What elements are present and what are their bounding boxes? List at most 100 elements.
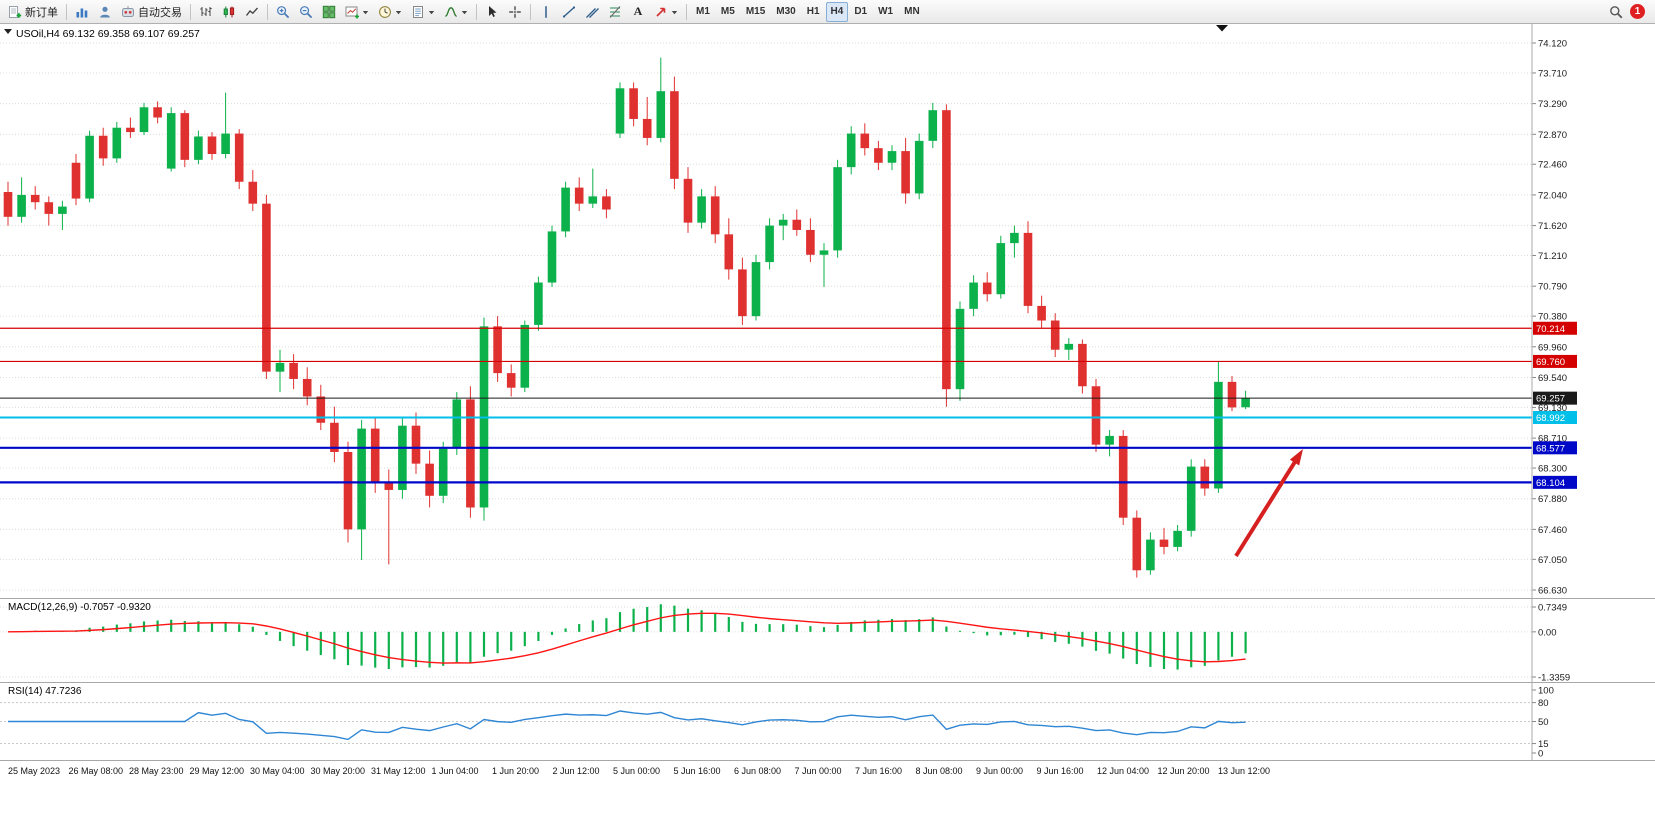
autotrading-button[interactable]: 自动交易 xyxy=(117,2,186,22)
macd-panel: 0.7349 0.00 -1.3359 MACD(12,26,9) -0.7057 -… xyxy=(0,602,1570,684)
search-button[interactable] xyxy=(1605,2,1627,22)
symbol-dropdown-icon[interactable] xyxy=(4,29,12,34)
channel-button[interactable] xyxy=(581,2,603,22)
svg-text:72.870: 72.870 xyxy=(1538,130,1567,141)
candle xyxy=(71,162,81,199)
crosshair-button[interactable] xyxy=(504,2,526,22)
price-tag xyxy=(1533,441,1577,455)
indicators-button[interactable] xyxy=(440,2,472,22)
toolbar-separator xyxy=(476,3,477,20)
tile-windows-icon xyxy=(322,5,336,18)
svg-text:69.540: 69.540 xyxy=(1538,373,1567,384)
candle xyxy=(1186,466,1196,531)
candle xyxy=(166,113,176,169)
svg-text:69.257: 69.257 xyxy=(1536,394,1565,405)
new-order-button[interactable]: 新订单 xyxy=(4,2,62,22)
candle xyxy=(683,178,693,223)
time-axis-label: 13 Jun 12:00 xyxy=(1218,766,1270,776)
arrows-button[interactable] xyxy=(650,2,682,22)
autotrading-label: 自动交易 xyxy=(138,6,182,19)
candle xyxy=(248,181,258,204)
candle xyxy=(1173,530,1182,547)
zoom-in-icon xyxy=(277,5,290,18)
vertical-line-button[interactable] xyxy=(535,2,557,22)
time-axis-label: 6 Jun 08:00 xyxy=(734,766,781,776)
autoscroll-marker-icon[interactable] xyxy=(1216,25,1228,32)
candle xyxy=(574,187,584,204)
chevron-down-icon xyxy=(671,10,678,14)
price-tag xyxy=(1533,354,1577,368)
template-icon xyxy=(413,5,423,18)
svg-text:73.710: 73.710 xyxy=(1538,68,1567,79)
trend-arrow[interactable] xyxy=(1234,449,1303,558)
time-axis-label: 12 Jun 04:00 xyxy=(1097,766,1149,776)
navigator-button[interactable] xyxy=(94,2,116,22)
candle xyxy=(1200,466,1210,489)
rsi-line xyxy=(8,710,1246,741)
arrow-object-icon xyxy=(656,7,666,17)
svg-text:68.300: 68.300 xyxy=(1538,464,1567,475)
timeframe-button-m15[interactable]: M15 xyxy=(741,2,770,22)
candle xyxy=(425,463,434,496)
svg-text:66.630: 66.630 xyxy=(1538,586,1567,597)
timeframe-button-mn[interactable]: MN xyxy=(899,2,925,22)
candle xyxy=(1132,517,1142,571)
fibonacci-button[interactable] xyxy=(604,2,626,22)
chevron-down-icon xyxy=(461,10,468,14)
candle xyxy=(969,282,978,309)
text-button[interactable]: A xyxy=(627,2,649,22)
timeframe-button-h1[interactable]: H1 xyxy=(802,2,825,22)
candle xyxy=(1146,539,1155,571)
time-axis-label: 7 Jun 16:00 xyxy=(855,766,902,776)
svg-text:67.050: 67.050 xyxy=(1538,555,1567,566)
svg-text:80: 80 xyxy=(1538,698,1549,709)
candle xyxy=(806,229,815,255)
zoom-out-button[interactable] xyxy=(295,2,317,22)
timeframe-button-m30[interactable]: M30 xyxy=(771,2,800,22)
candle xyxy=(520,324,530,388)
templates-button[interactable] xyxy=(407,2,439,22)
candle xyxy=(221,133,230,155)
notification-badge[interactable]: 1 xyxy=(1630,4,1645,19)
candle xyxy=(710,196,720,235)
time-axis-label: 30 May 20:00 xyxy=(311,766,366,776)
timeframe-button-m5[interactable]: M5 xyxy=(716,2,740,22)
candle xyxy=(833,167,842,251)
market-watch-button[interactable] xyxy=(71,2,93,22)
price-axis[interactable]: 74.120 73.710 73.290 72.870 72.460 72.040 71.6… xyxy=(1532,39,1567,597)
bar-chart-button[interactable] xyxy=(195,2,217,22)
time-axis-label: 25 May 2023 xyxy=(8,766,60,776)
chart-symbol-ohlc: USOil,H4 69.132 69.358 69.107 69.257 xyxy=(16,28,200,40)
candle xyxy=(1023,232,1033,306)
tile-windows-button[interactable] xyxy=(318,2,340,22)
chevron-down-icon xyxy=(395,10,402,14)
timeframe-button-m1[interactable]: M1 xyxy=(691,2,715,22)
time-axis-label: 12 Jun 20:00 xyxy=(1158,766,1210,776)
price-grid xyxy=(0,42,1532,591)
svg-text:71.620: 71.620 xyxy=(1538,221,1567,232)
timeframe-button-h4[interactable]: H4 xyxy=(825,1,849,22)
profiles-button[interactable] xyxy=(374,2,406,22)
line-chart-button[interactable] xyxy=(241,2,263,22)
price-tags: 70.214 69.760 69.257 68.992 68.577 68.104 xyxy=(1533,321,1577,489)
horizontal-lines[interactable] xyxy=(0,327,1532,484)
timeframe-button-w1[interactable]: W1 xyxy=(873,2,898,22)
cursor-button[interactable] xyxy=(481,2,503,22)
candle xyxy=(547,231,557,283)
time-axis-label: 26 May 08:00 xyxy=(69,766,124,776)
time-axis-label: 1 Jun 04:00 xyxy=(432,766,479,776)
new-chart-button[interactable] xyxy=(341,2,373,22)
autotrading-robot-icon xyxy=(122,5,134,17)
candle xyxy=(506,373,516,388)
candlestick-chart-button[interactable] xyxy=(218,2,240,22)
time-axis[interactable]: 25 May 2023 26 May 08:00 28 May 23:00 29 Ma… xyxy=(8,766,1270,776)
svg-text:-1.3359: -1.3359 xyxy=(1538,673,1570,684)
trendline-button[interactable] xyxy=(558,2,580,22)
toolbar-separator xyxy=(686,3,687,20)
candle xyxy=(955,308,965,390)
macd-label: MACD(12,26,9) -0.7057 -0.9320 xyxy=(8,602,151,613)
timeframe-button-d1[interactable]: D1 xyxy=(849,2,872,22)
zoom-in-button[interactable] xyxy=(272,2,294,22)
chart-canvas[interactable]: 74.120 73.710 73.290 72.870 72.460 72.040 71.6… xyxy=(0,24,1655,829)
macd-signal-line xyxy=(7,612,1246,664)
